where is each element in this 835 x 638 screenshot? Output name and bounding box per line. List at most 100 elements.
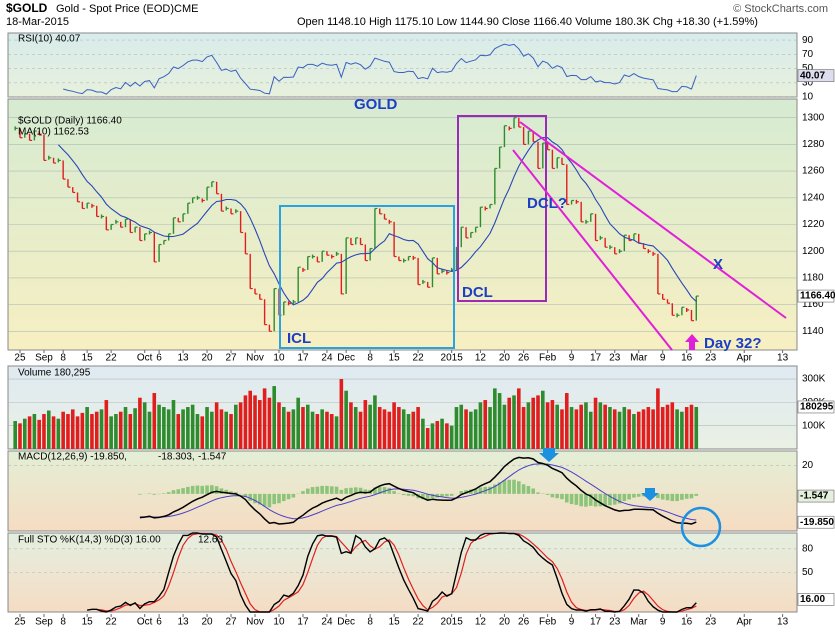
x-tick-label: 26 bbox=[518, 617, 530, 628]
volume-bar bbox=[388, 412, 392, 449]
x-tick-label: Mar bbox=[630, 353, 648, 364]
volume-bar bbox=[215, 402, 219, 449]
x-tick-label: 22 bbox=[106, 353, 118, 364]
x-tick-label: Dec bbox=[337, 617, 355, 628]
x-tick-label: 25 bbox=[14, 353, 26, 364]
macd-histogram bbox=[316, 487, 320, 494]
source: © StockCharts.com bbox=[733, 3, 828, 15]
macd-histogram bbox=[570, 494, 574, 504]
volume-bar bbox=[637, 412, 641, 449]
x-tick-label: 17 bbox=[297, 353, 309, 364]
volume-bar bbox=[172, 400, 176, 449]
x-tick-label: 20 bbox=[499, 353, 511, 364]
volume-bar bbox=[680, 412, 684, 449]
x-tick-label: 27 bbox=[225, 353, 237, 364]
macd-histogram bbox=[402, 494, 406, 495]
volume-bar bbox=[359, 412, 363, 449]
macd-hist-last-label: -1.547 bbox=[800, 491, 829, 502]
x-tick-label: 15 bbox=[389, 353, 401, 364]
volume-bar bbox=[325, 412, 329, 449]
volume-bar bbox=[411, 412, 415, 449]
volume-bar bbox=[186, 407, 190, 449]
x-tick-label: 20 bbox=[499, 617, 511, 628]
symbol: $GOLD bbox=[6, 1, 48, 15]
macd-histogram bbox=[407, 494, 411, 496]
x-tick-label: 10 bbox=[273, 353, 285, 364]
macd-histogram bbox=[301, 491, 305, 494]
volume-bar bbox=[42, 414, 46, 449]
macd-histogram bbox=[287, 494, 291, 499]
volume-bar bbox=[421, 419, 425, 449]
x-tick-label: 22 bbox=[413, 353, 425, 364]
macd-histogram bbox=[167, 492, 171, 494]
x-tick-label: Oct bbox=[137, 353, 153, 364]
panel-label: RSI(10) 40.07 bbox=[18, 34, 81, 45]
volume-bar bbox=[335, 416, 339, 449]
x-tick-label: 2015 bbox=[441, 617, 464, 628]
y-tick-label: 50 bbox=[802, 567, 814, 578]
x-tick-label: 8 bbox=[367, 353, 373, 364]
x-tick-label: 12 bbox=[475, 353, 487, 364]
macd-histogram bbox=[320, 486, 324, 494]
x-tick-label: 12 bbox=[475, 617, 487, 628]
volume-bar bbox=[244, 395, 248, 449]
volume-bar bbox=[119, 412, 123, 449]
volume-bar bbox=[200, 416, 204, 449]
x-tick-label: 22 bbox=[106, 617, 118, 628]
macd-histogram bbox=[172, 490, 176, 494]
x-tick-label: Mar bbox=[630, 617, 648, 628]
volume-bar bbox=[551, 400, 555, 449]
annotation: X bbox=[713, 256, 723, 273]
macd-histogram bbox=[282, 494, 286, 501]
volume-bar bbox=[167, 409, 171, 449]
volume-bar bbox=[378, 407, 382, 449]
x-tick-label: Feb bbox=[539, 353, 557, 364]
macd-histogram bbox=[627, 494, 631, 500]
macd-histogram bbox=[196, 486, 200, 494]
x-tick-label: 13 bbox=[777, 617, 789, 628]
x-tick-label: 6 bbox=[156, 353, 162, 364]
volume-bar bbox=[459, 405, 463, 449]
x-tick-label: Feb bbox=[539, 617, 557, 628]
volume-bar bbox=[632, 414, 636, 449]
volume-bar bbox=[383, 409, 387, 449]
panel-label: Volume 180,295 bbox=[18, 368, 91, 379]
volume-bar bbox=[85, 407, 89, 449]
volume-bar bbox=[493, 388, 497, 449]
y-tick-label: 20 bbox=[802, 460, 814, 471]
macd-histogram bbox=[176, 489, 180, 494]
y-tick-label: 1140 bbox=[802, 326, 824, 337]
y-tick-label: 100K bbox=[802, 420, 826, 431]
rsi-last-label: 40.07 bbox=[800, 70, 825, 81]
macd-histogram bbox=[349, 488, 353, 494]
y-tick-label: 1200 bbox=[802, 246, 825, 257]
volume-bar bbox=[191, 405, 195, 449]
volume-bar bbox=[402, 409, 406, 449]
exchange: CME bbox=[174, 3, 198, 15]
volume-bar bbox=[81, 413, 85, 449]
volume-bar bbox=[675, 409, 679, 449]
volume-bar bbox=[661, 407, 665, 449]
x-tick-label: 15 bbox=[82, 617, 94, 628]
volume-bar bbox=[685, 407, 689, 449]
volume-bar bbox=[392, 402, 396, 449]
macd-histogram bbox=[268, 494, 272, 507]
x-tick-label: 9 bbox=[660, 353, 666, 364]
macd-histogram bbox=[503, 480, 507, 494]
volume-bar bbox=[23, 419, 27, 449]
volume-bar bbox=[287, 412, 291, 449]
volume-bar bbox=[594, 398, 598, 449]
macd-histogram bbox=[527, 486, 531, 494]
x-tick-label: 22 bbox=[413, 617, 425, 628]
volume-bar bbox=[162, 407, 166, 449]
volume-bar bbox=[474, 409, 478, 449]
macd-histogram bbox=[685, 494, 689, 499]
macd-histogram bbox=[325, 486, 329, 494]
x-tick-label: Sep bbox=[35, 353, 53, 364]
x-tick-label: 23 bbox=[609, 353, 621, 364]
y-tick-label: 1220 bbox=[802, 219, 825, 230]
volume-bar bbox=[450, 426, 454, 449]
rsi-panel bbox=[8, 33, 797, 97]
volume-bar bbox=[210, 412, 214, 449]
